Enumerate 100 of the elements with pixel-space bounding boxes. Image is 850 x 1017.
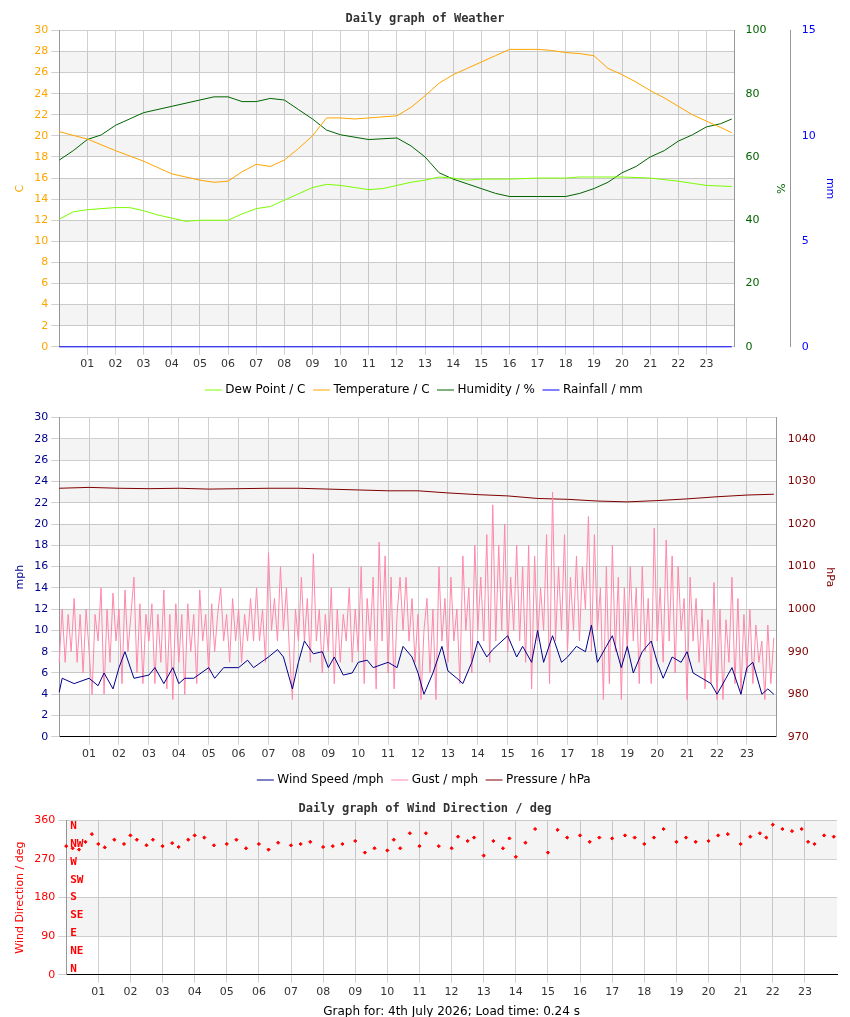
y-tick-label: 180 [34, 890, 56, 904]
chart-title: Daily graph of Wind Direction / deg [298, 801, 552, 816]
y-tick-label: 270 [34, 851, 56, 865]
x-tick-label: 04 [164, 357, 179, 371]
y-tick-label: 14 [34, 580, 49, 594]
y-axis-title: mph [13, 564, 27, 590]
x-tick-label: 15 [540, 985, 555, 999]
annotation: N [70, 961, 77, 975]
y2-tick-label: 20 [745, 276, 760, 290]
x-tick-label: 20 [615, 357, 630, 371]
x-tick-label: 21 [643, 357, 658, 371]
y2-tick-label: 1010 [787, 559, 816, 573]
x-tick-label: 05 [192, 357, 207, 371]
x-tick-label: 05 [201, 747, 216, 761]
y-tick-label: 4 [41, 687, 49, 701]
y-tick-label: 30 [34, 410, 49, 424]
y-tick-label: 4 [41, 297, 49, 311]
annotation: N [70, 819, 77, 833]
x-tick-label: 03 [155, 985, 170, 999]
y3-axis-title: mm [823, 177, 837, 200]
x-tick-label: 14 [470, 747, 485, 761]
y-tick-label: 0 [48, 967, 56, 981]
x-tick-label: 15 [500, 747, 515, 761]
y3-tick-label: 10 [801, 128, 816, 142]
x-tick-label: 07 [249, 357, 264, 371]
y-tick-label: 14 [34, 192, 49, 206]
y-tick-label: 28 [34, 431, 49, 445]
x-tick-label: 11 [381, 747, 396, 761]
x-tick-label: 10 [380, 985, 395, 999]
y-tick-label: 24 [34, 86, 49, 100]
legend-label: Pressure / hPa [506, 772, 591, 787]
y-tick-label: 6 [41, 276, 49, 290]
x-tick-label: 17 [560, 747, 575, 761]
x-tick-label: 10 [351, 747, 366, 761]
x-tick-label: 15 [474, 357, 489, 371]
x-tick-label: 20 [650, 747, 665, 761]
annotation: S [70, 890, 77, 904]
annotation: E [70, 926, 77, 940]
x-tick-label: 01 [82, 747, 97, 761]
x-tick-label: 22 [765, 985, 780, 999]
y2-tick-label: 40 [745, 213, 760, 227]
y-tick-label: 16 [34, 170, 49, 184]
x-tick-label: 19 [586, 357, 601, 371]
y-tick-label: 12 [34, 601, 49, 615]
y-tick-label: 90 [41, 929, 56, 943]
x-tick-label: 12 [389, 357, 404, 371]
y-tick-label: 12 [34, 213, 49, 227]
y-axis-title: C [13, 184, 27, 193]
x-tick-label: 14 [508, 985, 523, 999]
y2-tick-label: 1000 [787, 601, 816, 615]
y2-tick-label: 0 [745, 339, 753, 353]
y-tick-label: 28 [34, 44, 49, 58]
y-tick-label: 10 [34, 623, 49, 637]
x-tick-label: 17 [605, 985, 620, 999]
x-tick-label: 23 [699, 357, 714, 371]
annotation: SW [70, 872, 84, 886]
x-tick-label: 18 [558, 357, 573, 371]
y-tick-label: 20 [34, 128, 49, 142]
x-tick-label: 20 [701, 985, 716, 999]
x-tick-label: 16 [530, 747, 545, 761]
legend-label: Humidity / % [457, 382, 535, 397]
x-tick-label: 02 [123, 985, 138, 999]
y-tick-label: 30 [34, 23, 49, 37]
y-tick-label: 18 [34, 149, 49, 163]
x-tick-label: 21 [733, 985, 748, 999]
x-tick-label: 03 [141, 747, 156, 761]
y-tick-label: 2 [41, 318, 49, 332]
annotation: NE [70, 943, 84, 957]
y-tick-label: 22 [34, 107, 49, 121]
y-tick-label: 360 [34, 813, 56, 827]
x-tick-label: 06 [231, 747, 246, 761]
y2-tick-label: 1020 [787, 516, 816, 530]
x-tick-label: 19 [669, 985, 684, 999]
y2-tick-label: 60 [745, 149, 760, 163]
x-tick-label: 16 [502, 357, 517, 371]
y2-tick-label: 1030 [787, 474, 816, 488]
x-tick-label: 01 [80, 357, 95, 371]
x-tick-label: 16 [573, 985, 588, 999]
x-tick-label: 01 [91, 985, 106, 999]
x-tick-label: 08 [316, 985, 331, 999]
chart-title: Daily graph of Weather [345, 11, 505, 26]
annotation: NW [70, 837, 84, 851]
y2-tick-label: 80 [745, 86, 760, 100]
legend-label: Wind Speed /mph [277, 772, 384, 787]
y-tick-label: 10 [34, 234, 49, 248]
x-tick-label: 08 [291, 747, 306, 761]
y2-tick-label: 1040 [787, 431, 816, 445]
x-tick-label: 22 [671, 357, 686, 371]
y-tick-label: 26 [34, 65, 49, 79]
y-tick-label: 24 [34, 474, 49, 488]
x-tick-label: 10 [333, 357, 348, 371]
annotation: W [70, 854, 78, 868]
x-tick-label: 06 [221, 357, 236, 371]
x-tick-label: 18 [590, 747, 605, 761]
x-tick-label: 22 [710, 747, 725, 761]
x-tick-label: 06 [251, 985, 266, 999]
y2-tick-label: 980 [787, 687, 809, 701]
x-tick-label: 02 [112, 747, 126, 761]
x-tick-label: 09 [321, 747, 336, 761]
x-tick-label: 07 [261, 747, 276, 761]
